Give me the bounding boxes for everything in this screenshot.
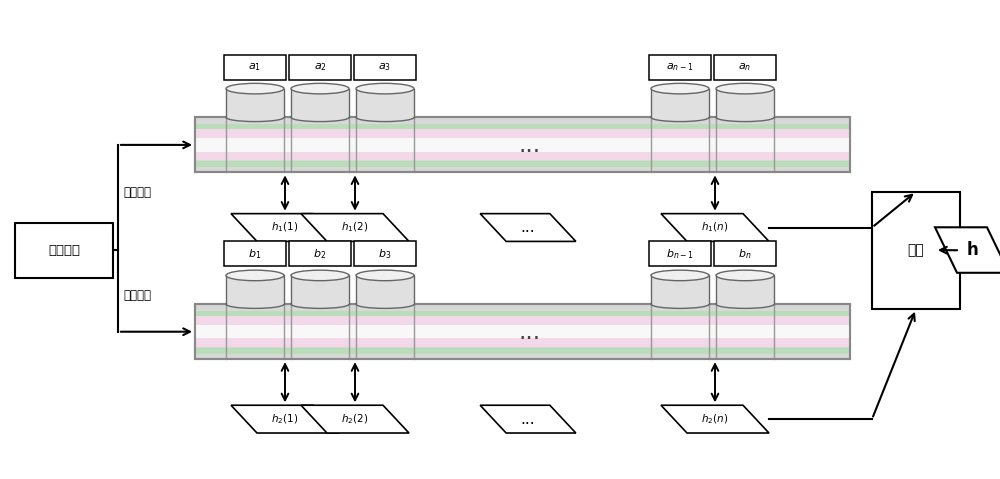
- Text: $a_1$: $a_1$: [248, 61, 262, 73]
- Text: ...: ...: [521, 220, 535, 235]
- Text: $h_2(n)$: $h_2(n)$: [701, 412, 729, 426]
- Text: $h_1(n)$: $h_1(n)$: [701, 221, 729, 234]
- Ellipse shape: [716, 113, 774, 122]
- Bar: [195, 348, 850, 354]
- Ellipse shape: [651, 300, 709, 308]
- Ellipse shape: [716, 300, 774, 308]
- Bar: [289, 241, 351, 266]
- Ellipse shape: [226, 83, 284, 94]
- Polygon shape: [935, 228, 1000, 273]
- Ellipse shape: [356, 300, 414, 308]
- Bar: [872, 192, 960, 309]
- Text: $h_1(1)$: $h_1(1)$: [271, 221, 299, 234]
- Bar: [195, 161, 850, 167]
- Polygon shape: [301, 214, 409, 241]
- Bar: [354, 241, 416, 266]
- Ellipse shape: [356, 270, 414, 281]
- Bar: [356, 275, 414, 304]
- Ellipse shape: [226, 270, 284, 281]
- Bar: [224, 241, 286, 266]
- Bar: [195, 117, 850, 172]
- Bar: [716, 89, 774, 117]
- Text: 语音信号: 语音信号: [48, 244, 80, 257]
- Polygon shape: [661, 214, 769, 241]
- Bar: [195, 304, 850, 359]
- Ellipse shape: [716, 270, 774, 281]
- Text: $b_2$: $b_2$: [313, 247, 327, 261]
- Text: $a_3$: $a_3$: [378, 61, 392, 73]
- Bar: [291, 275, 349, 304]
- Bar: [356, 89, 414, 117]
- Polygon shape: [480, 405, 576, 433]
- Ellipse shape: [356, 83, 414, 94]
- Text: $h_2(2)$: $h_2(2)$: [341, 412, 369, 426]
- Bar: [195, 311, 850, 316]
- Text: 时域分析: 时域分析: [123, 186, 151, 199]
- Bar: [716, 275, 774, 304]
- Ellipse shape: [716, 83, 774, 94]
- Polygon shape: [301, 405, 409, 433]
- Text: $b_n$: $b_n$: [738, 247, 752, 261]
- Bar: [195, 304, 850, 359]
- Text: $\mathbf{h}$: $\mathbf{h}$: [966, 241, 978, 259]
- Ellipse shape: [651, 113, 709, 122]
- Text: $b_{n-1}$: $b_{n-1}$: [666, 247, 694, 261]
- Bar: [195, 129, 850, 160]
- Bar: [714, 241, 776, 266]
- Text: $b_1$: $b_1$: [248, 247, 262, 261]
- Bar: [195, 316, 850, 347]
- Ellipse shape: [226, 300, 284, 308]
- Bar: [291, 89, 349, 117]
- Text: ...: ...: [519, 133, 541, 157]
- Bar: [651, 89, 709, 117]
- Bar: [651, 275, 709, 304]
- Text: $a_n$: $a_n$: [738, 61, 752, 73]
- Polygon shape: [661, 405, 769, 433]
- Bar: [195, 138, 850, 151]
- Bar: [224, 55, 286, 80]
- Text: $a_2$: $a_2$: [314, 61, 326, 73]
- Bar: [226, 89, 284, 117]
- Bar: [226, 275, 284, 304]
- Bar: [649, 55, 711, 80]
- Bar: [714, 55, 776, 80]
- Polygon shape: [231, 214, 339, 241]
- Text: $h_2(1)$: $h_2(1)$: [271, 412, 299, 426]
- Text: 频域分析: 频域分析: [123, 289, 151, 302]
- Bar: [649, 241, 711, 266]
- Bar: [354, 55, 416, 80]
- Ellipse shape: [291, 300, 349, 308]
- Text: ...: ...: [521, 411, 535, 427]
- Ellipse shape: [226, 113, 284, 122]
- Ellipse shape: [291, 83, 349, 94]
- Text: $h_1(2)$: $h_1(2)$: [341, 221, 369, 234]
- Text: ...: ...: [519, 319, 541, 344]
- Bar: [15, 223, 113, 278]
- Ellipse shape: [291, 113, 349, 122]
- Ellipse shape: [651, 270, 709, 281]
- Bar: [195, 117, 850, 172]
- Polygon shape: [231, 405, 339, 433]
- Ellipse shape: [356, 113, 414, 122]
- Bar: [289, 55, 351, 80]
- Ellipse shape: [291, 270, 349, 281]
- Text: $a_{n-1}$: $a_{n-1}$: [666, 61, 694, 73]
- Ellipse shape: [651, 83, 709, 94]
- Polygon shape: [480, 214, 576, 241]
- Text: $b_3$: $b_3$: [378, 247, 392, 261]
- Bar: [195, 325, 850, 338]
- Bar: [195, 124, 850, 129]
- Text: 结合: 结合: [908, 243, 924, 257]
